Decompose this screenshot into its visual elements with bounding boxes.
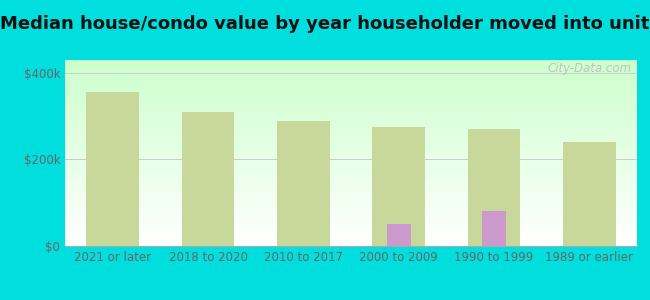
Bar [86,92,139,246]
Bar [182,112,234,246]
Bar [482,212,506,246]
Text: City-Data.com: City-Data.com [547,62,631,75]
Bar [563,142,616,246]
Bar [387,224,411,246]
Bar [468,129,520,246]
Bar [277,121,330,246]
Bar [372,127,425,246]
Text: Median house/condo value by year householder moved into unit: Median house/condo value by year househo… [0,15,650,33]
